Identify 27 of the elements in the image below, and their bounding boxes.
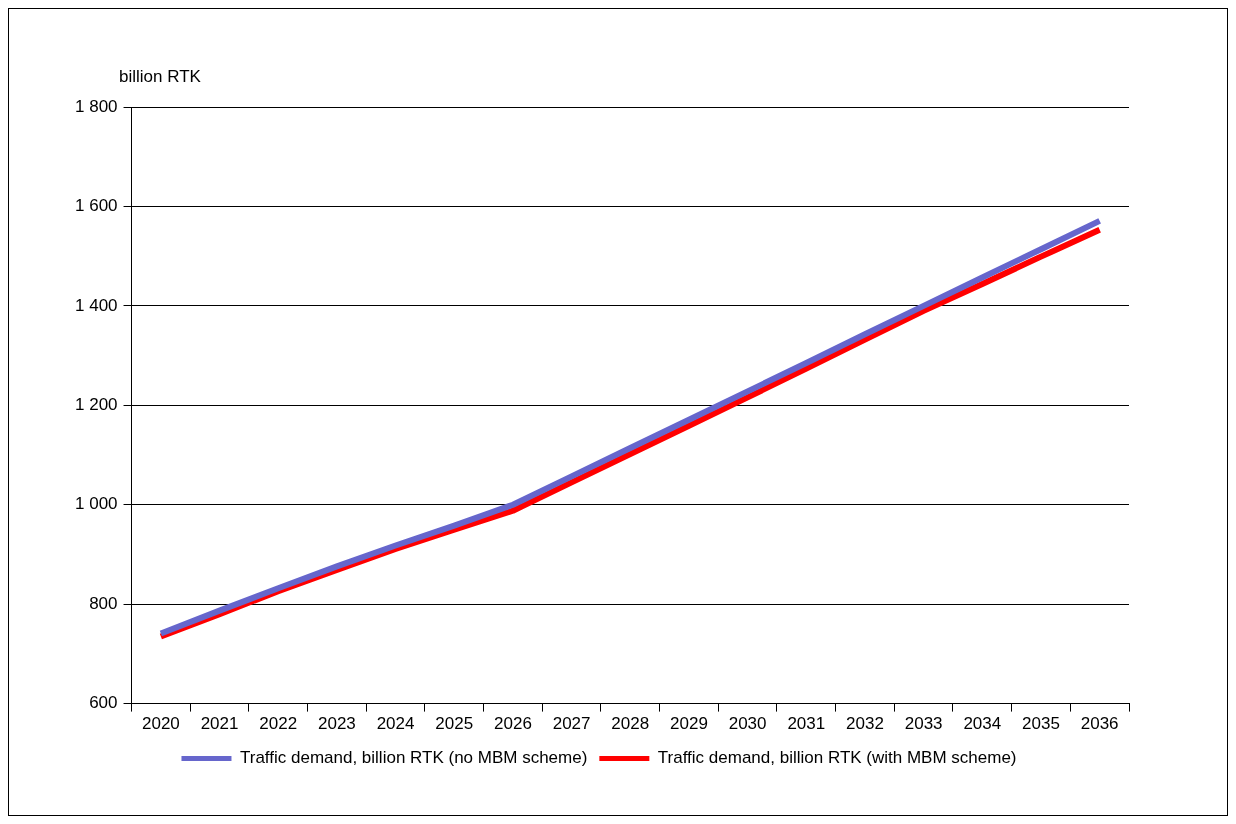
x-tick-label: 2023 xyxy=(317,714,356,734)
y-axis-title: billion RTK xyxy=(119,67,201,87)
y-tick-label: 1 200 xyxy=(74,394,118,414)
y-tick-label: 800 xyxy=(89,593,118,613)
x-tick-label: 2021 xyxy=(200,714,239,734)
x-tick-label: 2024 xyxy=(376,714,415,734)
x-tick-label: 2031 xyxy=(787,714,826,734)
x-tick-label: 2025 xyxy=(435,714,474,734)
x-tick-label: 2027 xyxy=(552,714,591,734)
y-tick-label: 1 400 xyxy=(74,295,118,315)
y-tick-label: 1 600 xyxy=(74,196,118,216)
x-tick-label: 2029 xyxy=(670,714,708,734)
x-tick-label: 2034 xyxy=(963,714,1002,734)
x-tick-label: 2028 xyxy=(611,714,650,734)
x-tick-label: 2033 xyxy=(904,714,943,734)
legend-label: Traffic demand, billion RTK (no MBM scheme) xyxy=(239,748,588,768)
x-tick-label: 2035 xyxy=(1022,714,1060,734)
x-tick-label: 2022 xyxy=(259,714,298,734)
y-tick-label: 600 xyxy=(89,693,118,713)
x-tick-label: 2032 xyxy=(846,714,884,734)
x-tick-label: 2036 xyxy=(1080,714,1119,734)
x-tick-label: 2020 xyxy=(141,714,180,734)
x-tick-label: 2030 xyxy=(728,714,767,734)
y-tick-label: 1 000 xyxy=(74,494,118,514)
x-tick-label: 2026 xyxy=(494,714,532,734)
y-tick-label: 1 800 xyxy=(74,96,118,116)
legend-label: Traffic demand, billion RTK (with MBM scheme) xyxy=(657,748,1017,768)
